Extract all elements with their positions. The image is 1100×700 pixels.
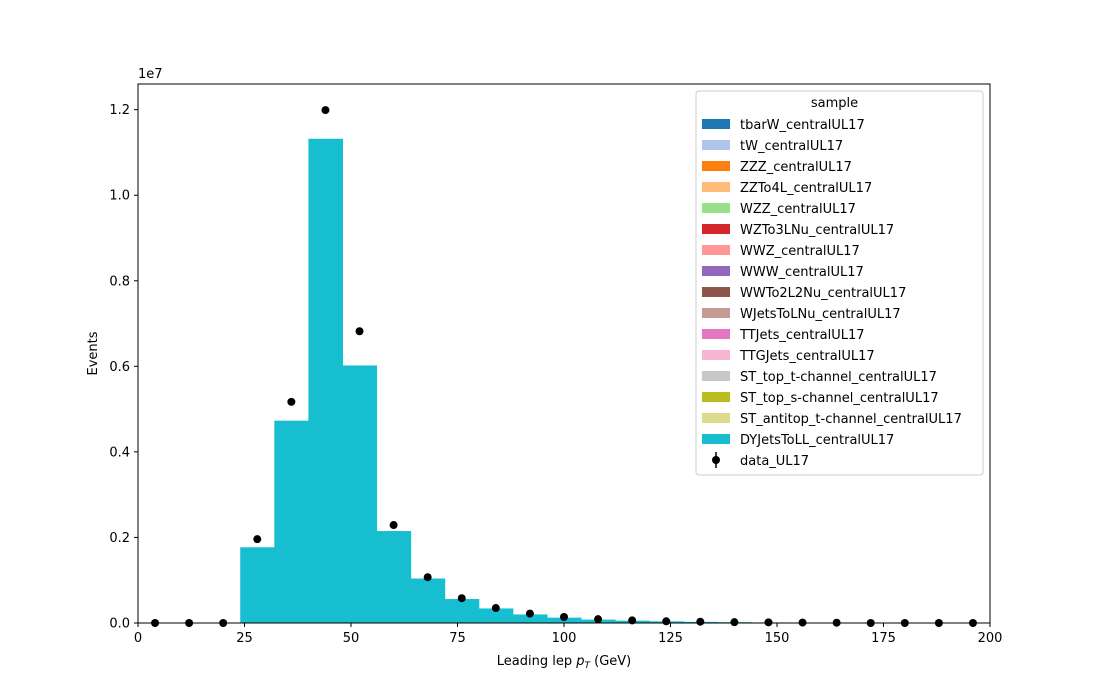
x-tick-label: 25 [236, 631, 253, 646]
x-tick-label: 150 [765, 631, 790, 646]
legend: sample tbarW_centralUL17 tW_centralUL17 ZZZ… [695, 90, 984, 476]
legend-label: ZZZ_centralUL17 [740, 160, 852, 175]
y-tick-label: 0.2 [109, 531, 130, 546]
legend-swatch [702, 266, 730, 276]
legend-swatch [702, 287, 730, 297]
data-point [628, 616, 637, 625]
legend-label: WJetsToLNu_centralUL17 [740, 307, 901, 322]
histogram-bar [444, 599, 480, 623]
data-point [287, 397, 296, 406]
data-point [525, 609, 534, 618]
y-tick-label: 0.8 [109, 274, 130, 289]
y-tick-label: 0.0 [109, 617, 130, 632]
data-point [355, 327, 364, 336]
legend-swatch [702, 329, 730, 339]
x-axis-title-symbol: p [575, 654, 584, 669]
legend-label: WWTo2L2Nu_centralUL17 [740, 286, 906, 301]
y-tick-label: 1.2 [109, 103, 130, 118]
legend-title: sample [811, 96, 858, 111]
legend-swatch [702, 119, 730, 129]
y-axis-ticks: 0.0 0.2 0.4 0.6 0.8 1.0 1.2 [109, 103, 138, 632]
histogram-bar [240, 547, 275, 623]
data-points-layer [151, 106, 977, 627]
data-point [662, 617, 671, 626]
legend-swatch [702, 392, 730, 402]
y-tick-label: 0.6 [109, 360, 130, 375]
legend-swatch [702, 161, 730, 171]
legend-label: ST_antitop_t-channel_centralUL17 [740, 412, 962, 427]
legend-swatch [702, 203, 730, 213]
histogram-bar [410, 578, 446, 623]
x-tick-label: 200 [978, 631, 1003, 646]
data-point [594, 615, 603, 624]
legend-label-data: data_UL17 [740, 454, 809, 469]
histogram-bar [274, 420, 309, 623]
x-tick-label: 100 [552, 631, 577, 646]
y-tick-label: 1.0 [109, 189, 130, 204]
legend-label: tW_centralUL17 [740, 139, 843, 154]
legend-label: WWZ_centralUL17 [740, 244, 860, 259]
data-point [253, 535, 262, 544]
legend-label: TTGJets_centralUL17 [739, 349, 875, 364]
data-point [457, 594, 466, 603]
data-point [560, 613, 568, 622]
data-point [491, 604, 500, 613]
histogram-bar [376, 531, 412, 623]
bars-layer [240, 138, 889, 623]
legend-swatch [702, 140, 730, 150]
data-point [321, 106, 330, 115]
legend-label: ST_top_s-channel_centralUL17 [740, 391, 939, 406]
legend-data-marker [712, 456, 720, 464]
x-tick-label: 0 [134, 631, 142, 646]
legend-label: tbarW_centralUL17 [740, 118, 865, 133]
x-axis-title-unit: (GeV) [590, 654, 631, 669]
histogram-bar [308, 138, 343, 623]
data-point [423, 573, 432, 582]
data-point [389, 521, 398, 530]
legend-label: DYJetsToLL_centralUL17 [740, 433, 894, 448]
legend-label: WZTo3LNu_centralUL17 [740, 223, 894, 238]
legend-box [695, 90, 984, 476]
x-axis-ticks: 0 25 50 75 100 125 150 175 200 [134, 623, 1003, 646]
y-axis-multiplier: 1e7 [138, 67, 163, 82]
y-tick-label: 0.4 [109, 445, 130, 460]
legend-label: WZZ_centralUL17 [740, 202, 856, 217]
data-point [764, 618, 773, 627]
x-axis-title: Leading lep pT (GeV) [497, 654, 631, 671]
legend-label: ST_top_t-channel_centralUL17 [740, 370, 937, 385]
legend-swatch [702, 224, 730, 234]
legend-swatch [702, 371, 730, 381]
legend-swatch [702, 308, 730, 318]
y-axis-title: Events [86, 331, 101, 375]
legend-label: WWW_centralUL17 [740, 265, 864, 280]
histogram-bar [342, 365, 378, 623]
legend-swatch [702, 434, 730, 444]
data-point [730, 618, 739, 627]
histogram-bar [478, 608, 514, 623]
data-point [696, 617, 705, 626]
histogram-bar [512, 614, 548, 623]
x-axis-title-subscript: T [584, 661, 591, 671]
legend-swatch [702, 245, 730, 255]
x-tick-label: 175 [871, 631, 896, 646]
legend-swatch [702, 182, 730, 192]
x-tick-label: 75 [449, 631, 466, 646]
x-axis-title-text: Leading lep [497, 654, 572, 669]
legend-label: TTJets_centralUL17 [739, 328, 865, 343]
legend-swatch [702, 413, 730, 423]
legend-swatch [702, 350, 730, 360]
x-tick-label: 50 [343, 631, 360, 646]
legend-label: ZZTo4L_centralUL17 [740, 181, 872, 196]
x-tick-label: 125 [658, 631, 683, 646]
